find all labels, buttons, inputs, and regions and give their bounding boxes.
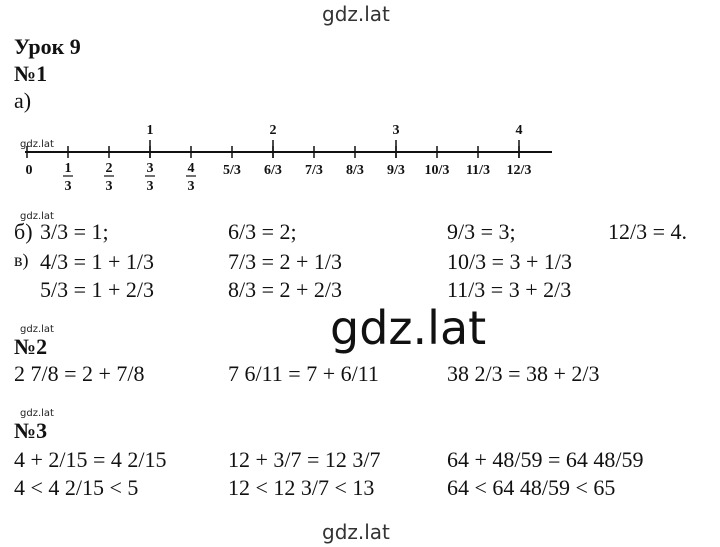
equation: 9/3 = 3; xyxy=(447,219,516,244)
equation: 5/3 = 1 + 2/3 xyxy=(40,277,155,302)
equation: 7 6/11 = 7 + 6/11 xyxy=(228,361,379,386)
tick-label: 8/3 xyxy=(346,163,364,178)
part-label: в) xyxy=(14,250,29,270)
fraction-num: 2 xyxy=(106,161,113,176)
equation: 7/3 = 2 + 1/3 xyxy=(228,249,343,274)
equation: 12 + 3/7 = 12 3/7 xyxy=(228,447,381,472)
watermark-small: gdz.lat xyxy=(20,408,54,419)
equation: 38 2/3 = 38 + 2/3 xyxy=(447,361,600,386)
equation: 8/3 = 2 + 2/3 xyxy=(228,277,343,302)
equation: 64 < 64 48/59 < 65 xyxy=(447,475,616,500)
top-label: 2 xyxy=(270,123,277,138)
equation: 64 + 48/59 = 64 48/59 xyxy=(447,447,644,472)
equation: 4 + 2/15 = 4 2/15 xyxy=(14,447,167,472)
tick-label: 7/3 xyxy=(305,163,323,178)
watermark-small: gdz.lat xyxy=(20,211,54,222)
equation: 6/3 = 2; xyxy=(228,219,297,244)
tick-label: 5/3 xyxy=(223,163,241,178)
fraction-num: 4 xyxy=(188,161,195,176)
equation: 11/3 = 3 + 2/3 xyxy=(447,277,572,302)
tick-label: 6/3 xyxy=(264,163,282,178)
heading: №2 xyxy=(14,334,48,359)
watermark-small: gdz.lat xyxy=(20,139,54,150)
tick-label: 9/3 xyxy=(387,163,405,178)
tick-label: 11/3 xyxy=(466,163,490,178)
tick-label: 12/3 xyxy=(507,163,532,178)
heading: №1 xyxy=(14,61,48,86)
tick-label: 10/3 xyxy=(425,163,450,178)
number-line: 0 1 3 2 3 3 3 4 3 5/3 6/3 7/3 8/3 9/3 10/3 11/3 12/3 1 2 3 4 xyxy=(25,123,552,194)
watermark-small: gdz.lat xyxy=(20,324,54,335)
fraction-num: 1 xyxy=(65,161,72,176)
heading: №3 xyxy=(14,418,48,443)
fraction-den: 3 xyxy=(106,179,113,194)
fraction-num: 3 xyxy=(147,161,154,176)
equation: 10/3 = 3 + 1/3 xyxy=(447,249,573,274)
part-label: а) xyxy=(14,88,32,113)
watermark: gdz.lat xyxy=(322,520,390,544)
watermark: gdz.lat xyxy=(322,2,390,26)
equation: 3/3 = 1; xyxy=(40,219,109,244)
fraction-den: 3 xyxy=(188,179,195,194)
equation: 2 7/8 = 2 + 7/8 xyxy=(14,361,145,386)
equation: 12 < 12 3/7 < 13 xyxy=(228,475,375,500)
part-label: б) xyxy=(14,219,33,244)
top-label: 1 xyxy=(147,123,154,138)
tick-label: 0 xyxy=(26,163,33,178)
equation: 4/3 = 1 + 1/3 xyxy=(40,249,155,274)
fraction-den: 3 xyxy=(147,179,154,194)
top-label: 4 xyxy=(516,123,523,138)
equation: 12/3 = 4. xyxy=(608,219,688,244)
fraction-den: 3 xyxy=(65,179,72,194)
title: Урок 9 xyxy=(14,34,81,59)
equation: 4 < 4 2/15 < 5 xyxy=(14,475,139,500)
top-label: 3 xyxy=(393,123,400,138)
watermark: gdz.lat xyxy=(330,301,487,355)
